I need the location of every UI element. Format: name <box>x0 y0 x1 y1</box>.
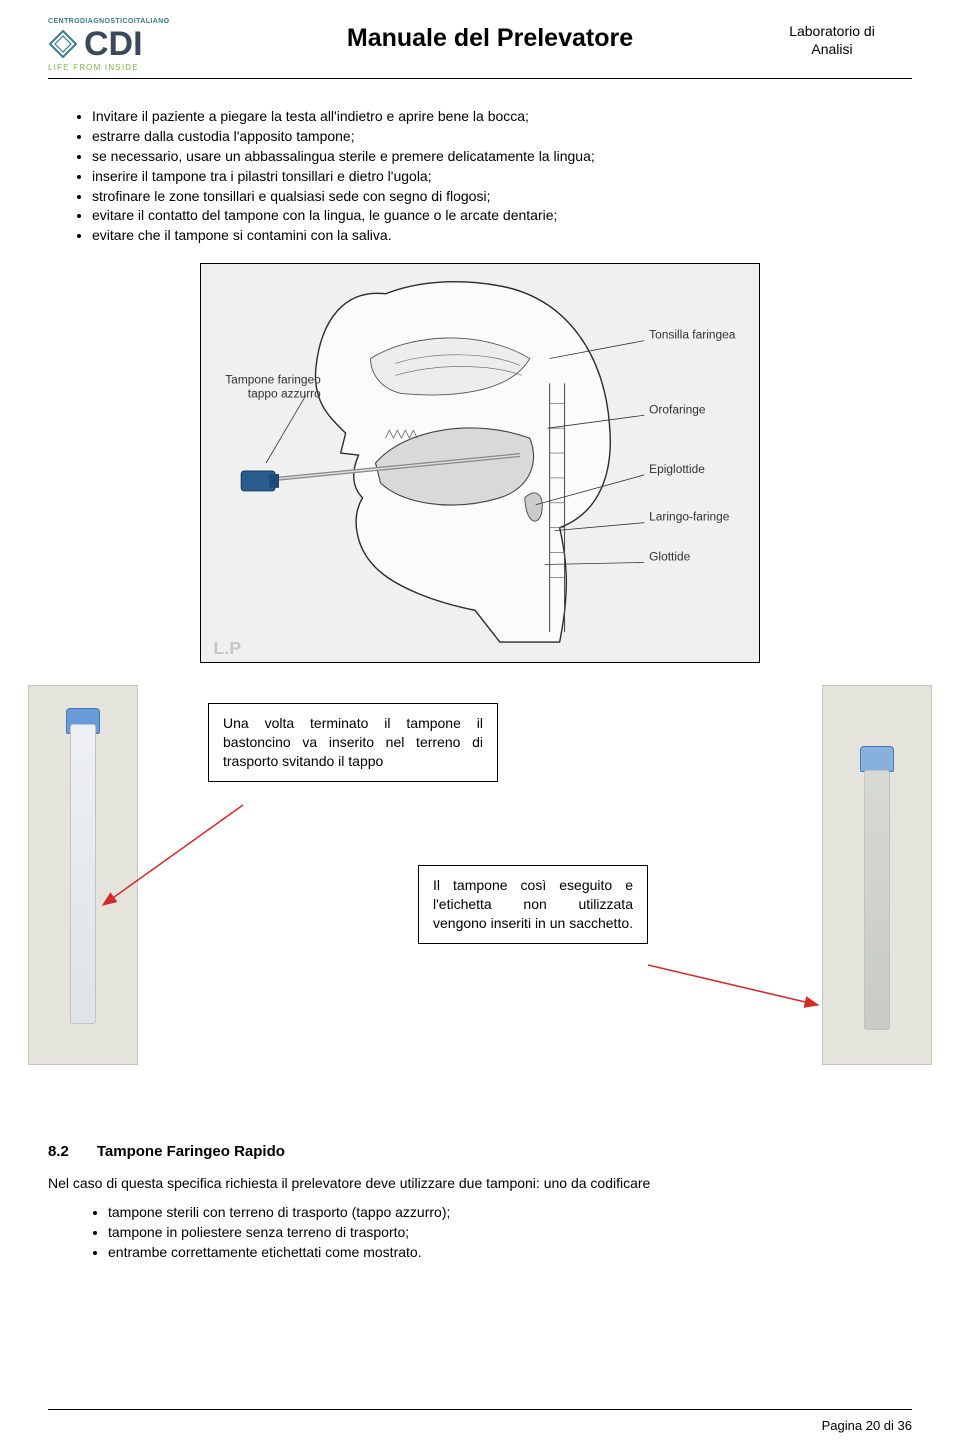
section-8-2: 8.2 Tampone Faringeo Rapido Nel caso di … <box>48 1143 912 1262</box>
lab-line2: Analisi <box>752 40 912 58</box>
diagram-label-right: Tonsilla faringea <box>649 328 736 342</box>
swab-cap-icon <box>860 746 894 772</box>
swab-photo-right <box>822 685 932 1065</box>
section-intro: Nel caso di questa specifica richiesta i… <box>48 1174 912 1193</box>
diagram-label-left-1: Tampone faringeo <box>225 373 321 387</box>
logo-icon <box>48 29 78 59</box>
page-footer: Pagina 20 di 36 <box>48 1409 912 1433</box>
logo-main: CDI <box>84 27 143 61</box>
diagram-corner-mark: L.P <box>213 638 241 658</box>
intro-bullet: se necessario, usare un abbassalingua st… <box>92 147 912 166</box>
section-bullets: tampone sterili con terreno di trasporto… <box>108 1203 912 1262</box>
diagram-label-right: Epiglottide <box>649 462 705 476</box>
swab-tube-icon <box>70 724 96 1024</box>
section-title: Tampone Faringeo Rapido <box>97 1143 285 1160</box>
intro-bullet: strofinare le zone tonsillari e qualsias… <box>92 187 912 206</box>
page-number: Pagina 20 di 36 <box>822 1418 912 1433</box>
diagram-label-left-2: tappo azzurro <box>248 387 321 401</box>
logo: CENTRODIAGNOSTICOITALIANO CDI LIFE FROM … <box>48 18 228 72</box>
logo-topline: CENTRODIAGNOSTICOITALIANO <box>48 18 228 25</box>
swab-photo-left <box>28 685 138 1065</box>
intro-bullets: Invitare il paziente a piegare la testa … <box>92 107 912 245</box>
diagram-label-right: Glottide <box>649 550 691 564</box>
callout-box-1: Una volta terminato il tampone il baston… <box>208 703 498 782</box>
diagram-label-right: Laringo-faringe <box>649 510 730 524</box>
intro-bullet: estrarre dalla custodia l'apposito tampo… <box>92 127 912 146</box>
anatomy-diagram: Tampone faringeo tappo azzurro Tonsilla … <box>200 263 760 663</box>
header-right: Laboratorio di Analisi <box>752 18 912 58</box>
section-bullet: tampone in poliestere senza terreno di t… <box>108 1223 912 1242</box>
intro-bullet: Invitare il paziente a piegare la testa … <box>92 107 912 126</box>
mid-section: Una volta terminato il tampone il baston… <box>48 685 912 1105</box>
anatomy-diagram-wrap: Tampone faringeo tappo azzurro Tonsilla … <box>200 263 760 663</box>
document-title: Manuale del Prelevatore <box>228 18 752 53</box>
callout-box-2: Il tampone così eseguito e l'etichetta n… <box>418 865 648 944</box>
section-bullet: entrambe correttamente etichettati come … <box>108 1243 912 1262</box>
diagram-label-right: Orofaringe <box>649 402 706 416</box>
intro-bullet: evitare il contatto del tampone con la l… <box>92 206 912 225</box>
lab-line1: Laboratorio di <box>752 22 912 40</box>
section-number: 8.2 <box>48 1143 69 1160</box>
swab-tube-icon <box>864 770 890 1030</box>
intro-bullet: evitare che il tampone si contamini con … <box>92 226 912 245</box>
logo-tagline: LIFE FROM INSIDE <box>48 63 228 72</box>
page-header: CENTRODIAGNOSTICOITALIANO CDI LIFE FROM … <box>48 18 912 79</box>
section-bullet: tampone sterili con terreno di trasporto… <box>108 1203 912 1222</box>
intro-bullet: inserire il tampone tra i pilastri tonsi… <box>92 167 912 186</box>
